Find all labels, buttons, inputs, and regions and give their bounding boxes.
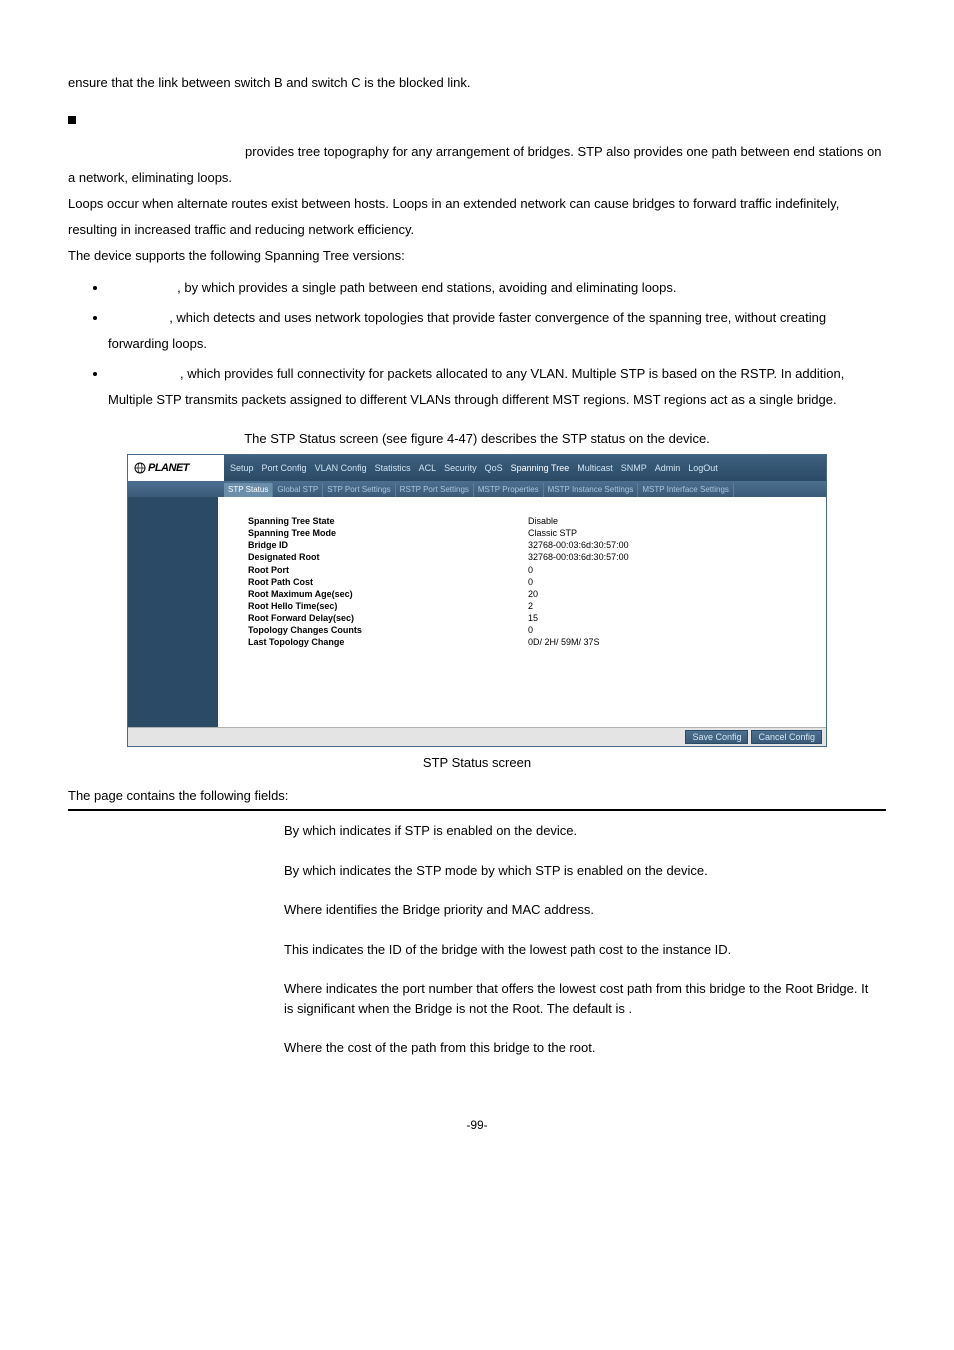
bullet-text-1: , which detects and uses network topolog… [108, 310, 826, 351]
table-row: By which indicates if STP is enabled on … [68, 811, 886, 851]
globe-icon [134, 462, 146, 474]
status-row-value: 0 [528, 576, 629, 588]
menu-item[interactable]: Statistics [375, 463, 411, 473]
shot-sidebar [128, 497, 218, 727]
field-label-cell [68, 1028, 284, 1068]
section-square-bullet [68, 116, 76, 124]
submenu-item[interactable]: RSTP Port Settings [396, 483, 474, 497]
stp-versions-list: Classic STP, by which provides a single … [68, 275, 886, 413]
menu-item[interactable]: Multicast [577, 463, 613, 473]
status-row-value: 2 [528, 600, 629, 612]
menu-item[interactable]: VLAN Config [315, 463, 367, 473]
status-row-value: 0 [528, 564, 629, 576]
field-label-cell [68, 811, 284, 851]
table-row: This indicates the ID of the bridge with… [68, 930, 886, 970]
field-desc-cell: Where identifies the Bridge priority and… [284, 890, 886, 930]
status-row-value: 32768-00:03:6d:30:57:00 [528, 539, 629, 551]
status-row-label: Root Path Cost [248, 576, 528, 588]
status-row-value: 0D/ 2H/ 59M/ 37S [528, 636, 629, 648]
field-label-cell [68, 890, 284, 930]
submenu-item[interactable]: MSTP Properties [474, 483, 544, 497]
field-desc-cell: By which indicates the STP mode by which… [284, 851, 886, 891]
field-label-cell [68, 969, 284, 1028]
paragraph-loops: Loops occur when alternate routes exist … [68, 191, 886, 243]
status-row-label: Root Hello Time(sec) [248, 600, 528, 612]
shot-labels-column: Spanning Tree StateSpanning Tree ModeBri… [218, 515, 528, 727]
cancel-config-button[interactable]: Cancel Config [751, 730, 822, 744]
status-row-value: 15 [528, 612, 629, 624]
list-item: Classic STP, by which provides a single … [108, 275, 886, 301]
field-desc-cell: Where indicates the port number that off… [284, 969, 886, 1028]
status-row-value: Classic STP [528, 527, 629, 539]
menu-item[interactable]: ACL [419, 463, 437, 473]
submenu-item[interactable]: MSTP Instance Settings [544, 483, 639, 497]
shot-values-column: DisableClassic STP32768-00:03:6d:30:57:0… [528, 515, 629, 727]
field-label-cell [68, 851, 284, 891]
status-row-value: Disable [528, 515, 629, 527]
screen-intro-text: The STP Status screen (see figure 4-47) … [68, 431, 886, 446]
menu-item[interactable]: Setup [230, 463, 254, 473]
bullet-text-0: , by which provides a single path betwee… [177, 280, 676, 295]
save-config-button[interactable]: Save Config [685, 730, 748, 744]
field-desc-cell: This indicates the ID of the bridge with… [284, 930, 886, 970]
status-row-label: Root Maximum Age(sec) [248, 588, 528, 600]
status-row-label: Root Forward Delay(sec) [248, 612, 528, 624]
stp-status-screenshot: PLANET Setup Port Config VLAN Config Statis… [127, 454, 827, 747]
field-desc-cell: Where the cost of the path from this bri… [284, 1028, 886, 1068]
shot-main-menu: Setup Port Config VLAN Config Statistics ACL… [224, 455, 718, 481]
menu-item[interactable]: Admin [655, 463, 681, 473]
shot-bottom-bar: Save Config Cancel Config [128, 727, 826, 746]
status-row-label: Spanning Tree State [248, 515, 528, 527]
menu-item[interactable]: Spanning Tree [511, 463, 570, 473]
list-item: Multiple STP, which provides full connec… [108, 361, 886, 413]
fields-intro-text: The page contains the following fields: [68, 788, 886, 803]
planet-logo: PLANET [128, 455, 224, 481]
page-number: -99- [68, 1118, 886, 1132]
submenu-item[interactable]: MSTP Interface Settings [638, 483, 734, 497]
table-row: Where identifies the Bridge priority and… [68, 890, 886, 930]
menu-item[interactable]: SNMP [621, 463, 647, 473]
status-row-label: Spanning Tree Mode [248, 527, 528, 539]
bullet-text-2: , which provides full connectivity for p… [108, 366, 844, 407]
figure-caption: STP Status screen [68, 755, 886, 770]
field-label-cell [68, 930, 284, 970]
paragraph-versions-lead: The device supports the following Spanni… [68, 243, 886, 269]
status-row-value: 20 [528, 588, 629, 600]
status-row-label: Bridge ID [248, 539, 528, 551]
field-desc-cell: By which indicates if STP is enabled on … [284, 811, 886, 851]
submenu-item[interactable]: Global STP [273, 483, 323, 497]
intro-line: ensure that the link between switch B an… [68, 70, 886, 96]
shot-main-panel: Spanning Tree StateSpanning Tree ModeBri… [218, 497, 826, 727]
menu-item[interactable]: QoS [485, 463, 503, 473]
list-item: Rapid STP, which detects and uses networ… [108, 305, 886, 357]
logo-text: PLANET [148, 462, 189, 474]
status-row-value: 32768-00:03:6d:30:57:00 [528, 551, 629, 563]
paragraph-stp-topo: Spanning Tree Protocol (STP) provides tr… [68, 139, 886, 191]
status-row-label: Root Port [248, 564, 528, 576]
menu-item[interactable]: Port Config [262, 463, 307, 473]
menu-item[interactable]: LogOut [688, 463, 718, 473]
submenu-item[interactable]: STP Port Settings [323, 483, 395, 497]
table-row: By which indicates the STP mode by which… [68, 851, 886, 891]
status-row-label: Topology Changes Counts [248, 624, 528, 636]
status-row-label: Designated Root [248, 551, 528, 563]
table-row: Where indicates the port number that off… [68, 969, 886, 1028]
table-row: Where the cost of the path from this bri… [68, 1028, 886, 1068]
submenu-item[interactable]: STP Status [224, 483, 273, 497]
status-row-label: Last Topology Change [248, 636, 528, 648]
status-row-value: 0 [528, 624, 629, 636]
menu-item[interactable]: Security [444, 463, 477, 473]
para1-text: provides tree topography for any arrange… [68, 144, 881, 185]
shot-topbar: PLANET Setup Port Config VLAN Config Statis… [128, 455, 826, 481]
shot-submenu: STP StatusGlobal STPSTP Port SettingsRST… [128, 481, 826, 497]
fields-table: By which indicates if STP is enabled on … [68, 809, 886, 1068]
